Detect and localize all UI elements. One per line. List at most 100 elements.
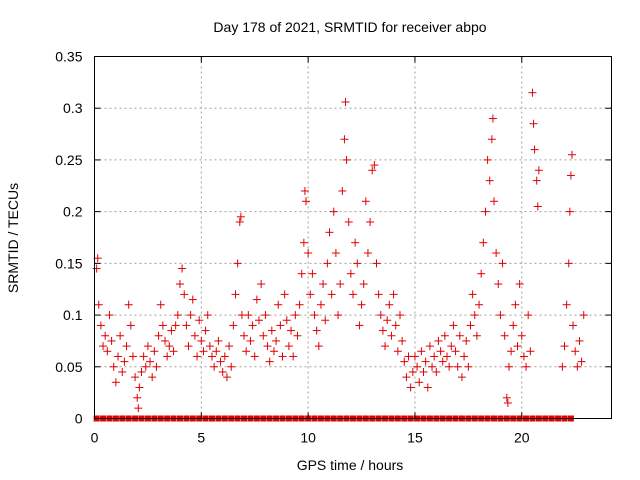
- data-point: [287, 326, 296, 335]
- data-point: [93, 254, 102, 263]
- data-point: [114, 352, 122, 361]
- data-point: [565, 207, 574, 216]
- data-point: [502, 393, 511, 402]
- data-point: [195, 316, 204, 325]
- data-point: [184, 342, 193, 351]
- data-point: [419, 367, 428, 376]
- data-point: [509, 321, 518, 330]
- x-tick-label: 20: [514, 430, 530, 446]
- data-point: [150, 347, 159, 356]
- data-point: [413, 362, 422, 371]
- data-point: [460, 352, 469, 361]
- data-point: [152, 362, 161, 371]
- data-point: [316, 300, 325, 309]
- data-point: [434, 336, 443, 345]
- y-tick-labels: 0 0.05 0.1 0.15 0.2 0.25 0.3 0.35: [55, 49, 82, 427]
- data-point: [406, 383, 415, 392]
- data-point: [398, 336, 407, 345]
- y-tick-label: 0.3: [63, 100, 83, 116]
- data-point: [199, 347, 208, 356]
- data-point: [278, 352, 287, 361]
- data-point: [319, 280, 328, 289]
- data-point: [496, 311, 505, 320]
- data-point: [383, 316, 392, 325]
- data-point: [289, 352, 298, 361]
- data-point: [259, 331, 268, 340]
- data-point: [203, 311, 212, 320]
- data-point: [421, 357, 430, 366]
- data-point: [560, 342, 569, 351]
- data-point: [255, 316, 263, 325]
- data-point: [173, 311, 182, 320]
- data-point: [214, 336, 223, 345]
- data-point: [346, 269, 355, 278]
- data-point: [530, 145, 539, 154]
- data-point: [265, 357, 274, 366]
- y-axis-title: SRMTID / TECUs: [5, 183, 21, 293]
- data-point: [455, 331, 464, 340]
- data-point: [312, 326, 321, 335]
- data-point: [423, 383, 432, 392]
- data-point: [141, 362, 150, 371]
- data-point: [462, 336, 471, 345]
- data-point: [366, 217, 375, 226]
- data-point: [295, 300, 304, 309]
- data-point: [529, 119, 538, 128]
- data-point: [575, 336, 584, 345]
- data-point: [466, 321, 475, 330]
- data-point: [178, 264, 187, 273]
- data-point: [269, 347, 278, 356]
- data-point: [175, 280, 184, 289]
- data-point: [464, 362, 473, 371]
- data-point: [233, 259, 242, 268]
- data-point: [533, 202, 542, 211]
- data-point: [376, 311, 385, 320]
- data-point: [349, 290, 357, 299]
- data-point: [261, 311, 270, 320]
- data-point: [109, 362, 118, 371]
- data-point: [154, 331, 163, 340]
- data-point: [276, 321, 285, 330]
- data-point: [250, 352, 259, 361]
- data-point: [116, 331, 125, 340]
- data-point: [331, 249, 340, 258]
- data-point: [210, 362, 219, 371]
- data-point: [252, 295, 261, 304]
- data-point: [220, 352, 229, 361]
- data-point: [468, 290, 477, 299]
- x-tick-labels: 0 5 10 15 20: [91, 430, 530, 446]
- data-point: [483, 155, 492, 164]
- data-point: [99, 342, 108, 351]
- data-point: [363, 249, 372, 258]
- data-point: [163, 352, 172, 361]
- data-point: [415, 378, 424, 387]
- data-point: [432, 367, 441, 376]
- x-tick-label: 5: [197, 430, 205, 446]
- data-point: [526, 347, 535, 356]
- data-point: [340, 135, 349, 144]
- srmtid-series: [92, 88, 588, 413]
- data-point: [503, 398, 512, 407]
- data-point: [449, 321, 458, 330]
- data-point: [158, 321, 167, 330]
- data-point: [425, 342, 434, 351]
- data-point: [519, 352, 528, 361]
- data-point: [137, 367, 146, 376]
- data-point: [470, 311, 479, 320]
- data-point: [517, 331, 526, 340]
- data-point: [511, 300, 520, 309]
- data-point: [193, 352, 202, 361]
- data-point: [235, 217, 244, 226]
- data-point: [475, 300, 484, 309]
- data-point: [447, 342, 456, 351]
- grid-lines: [94, 56, 612, 419]
- data-point: [222, 373, 231, 382]
- data-point: [566, 171, 575, 180]
- data-point: [134, 404, 143, 413]
- data-point: [361, 197, 370, 206]
- data-point: [400, 357, 409, 366]
- data-point: [387, 331, 396, 340]
- data-point: [231, 290, 240, 299]
- data-point: [103, 347, 112, 356]
